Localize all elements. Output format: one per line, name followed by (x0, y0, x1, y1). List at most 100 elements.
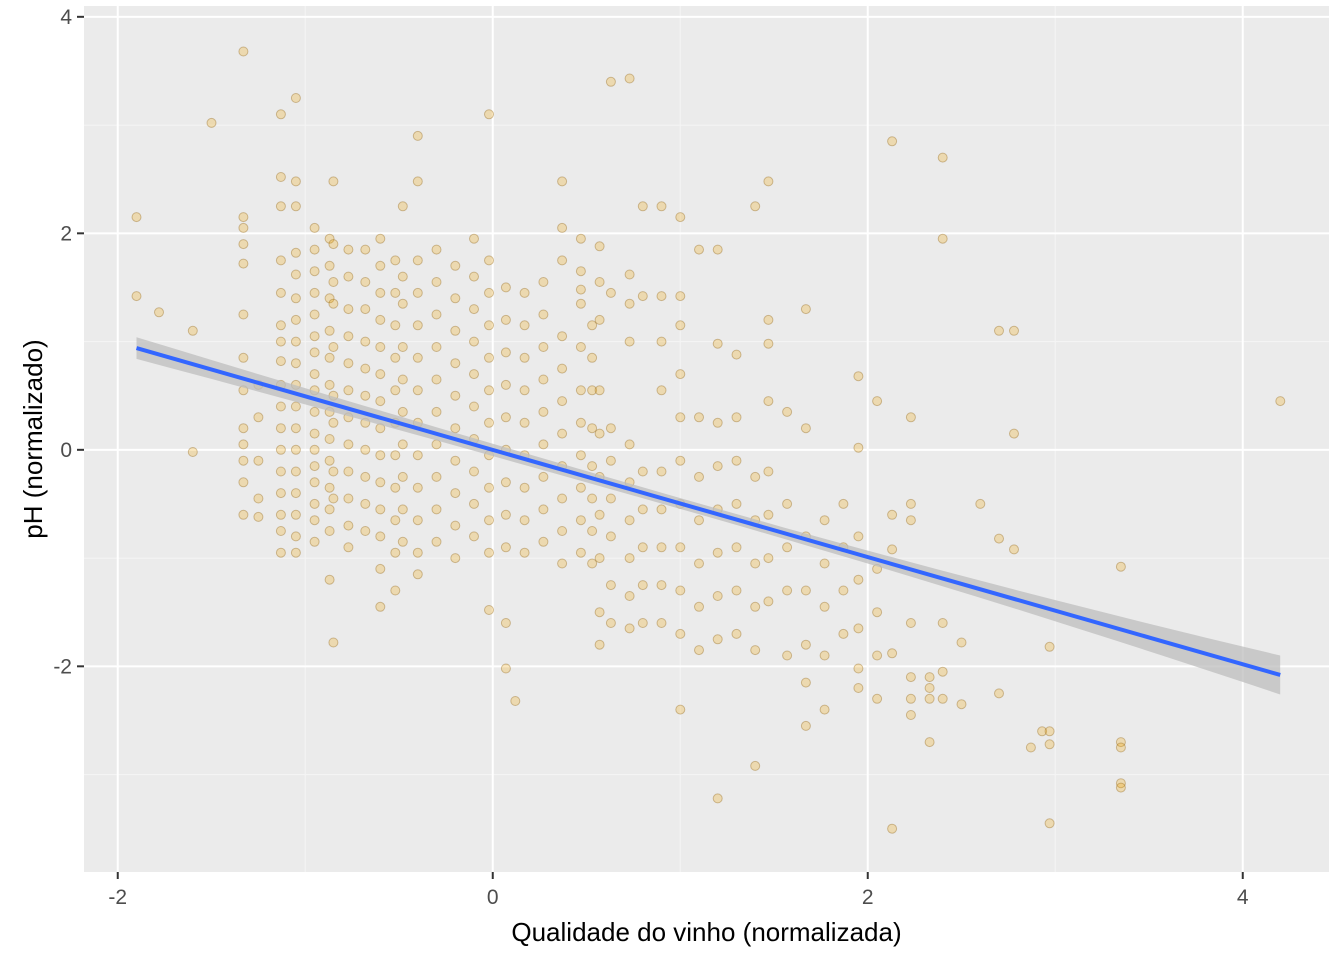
data-point (800, 304, 811, 315)
data-point (731, 349, 742, 360)
data-point (343, 520, 354, 531)
data-point (519, 320, 530, 331)
data-point (397, 374, 408, 385)
data-point (712, 793, 723, 804)
data-point (557, 526, 568, 536)
data-point (309, 515, 320, 526)
data-point (853, 371, 864, 382)
data-point (519, 515, 530, 526)
data-point (154, 307, 164, 318)
data-point (343, 271, 354, 282)
data-point (712, 591, 723, 601)
data-point (412, 130, 423, 141)
data-point (290, 509, 301, 520)
data-point (238, 477, 249, 488)
data-point (575, 342, 586, 352)
data-point (469, 466, 479, 477)
data-point (905, 710, 916, 720)
data-point (360, 277, 371, 287)
data-point (587, 461, 598, 472)
data-point (800, 585, 811, 596)
data-point (375, 396, 386, 407)
y-tick-label: -2 (53, 655, 72, 678)
data-point (431, 342, 442, 352)
data-point (484, 385, 494, 396)
data-point (500, 542, 511, 553)
data-point (309, 287, 320, 298)
data-point (375, 531, 386, 542)
data-point (887, 648, 898, 659)
data-point (500, 282, 511, 293)
data-point (484, 515, 494, 526)
data-point (872, 396, 883, 407)
x-tick-label: 2 (862, 886, 874, 909)
data-point (450, 390, 461, 401)
data-point (187, 447, 198, 457)
data-point (575, 547, 586, 558)
data-point (750, 201, 761, 212)
data-point (290, 547, 301, 558)
data-point (412, 450, 423, 461)
data-point (624, 73, 635, 84)
grid-minor (84, 6, 1329, 872)
data-point (275, 201, 286, 212)
data-point (712, 417, 723, 428)
data-point (924, 683, 935, 693)
data-point (637, 618, 648, 628)
data-point (375, 233, 386, 244)
data-point (872, 693, 883, 704)
data-point (605, 455, 616, 466)
data-point (731, 498, 742, 509)
data-point (587, 526, 598, 536)
data-point (328, 277, 339, 287)
data-point (782, 498, 793, 509)
data-point (675, 412, 686, 423)
data-point (328, 342, 339, 352)
data-point (275, 444, 286, 455)
data-point (763, 338, 774, 349)
data-point (575, 233, 586, 244)
data-point (587, 423, 598, 434)
data-point (290, 201, 301, 212)
data-point (782, 650, 793, 661)
data-point (675, 585, 686, 596)
data-point (763, 509, 774, 520)
data-point (1115, 778, 1126, 789)
data-point (324, 293, 335, 304)
data-point (557, 331, 568, 342)
data-point (575, 298, 586, 309)
data-point (594, 428, 605, 439)
data-point (937, 152, 948, 163)
data-point (309, 244, 320, 255)
data-point (675, 704, 686, 715)
data-point (937, 618, 948, 628)
data-point (343, 244, 354, 255)
data-point (324, 260, 335, 271)
data-point (397, 271, 408, 282)
data-point (324, 379, 335, 390)
data-point (360, 526, 371, 536)
data-point (390, 547, 401, 558)
data-point (450, 455, 461, 466)
data-point (712, 547, 723, 558)
data-point (412, 569, 423, 580)
data-point (994, 325, 1004, 336)
data-point (450, 293, 461, 304)
data-point (412, 515, 423, 526)
data-point (994, 533, 1004, 544)
data-point (587, 385, 598, 396)
data-point (397, 504, 408, 515)
data-point (510, 696, 521, 706)
data-point (290, 488, 301, 499)
data-point (575, 284, 586, 295)
x-tick-label: 0 (487, 886, 499, 909)
data-point (819, 558, 830, 569)
data-point (360, 336, 371, 347)
data-point (519, 482, 530, 493)
data-point (819, 650, 830, 661)
data-point (343, 493, 354, 504)
data-point (375, 450, 386, 461)
data-point (731, 628, 742, 639)
data-point (538, 439, 549, 450)
data-point (290, 444, 301, 455)
